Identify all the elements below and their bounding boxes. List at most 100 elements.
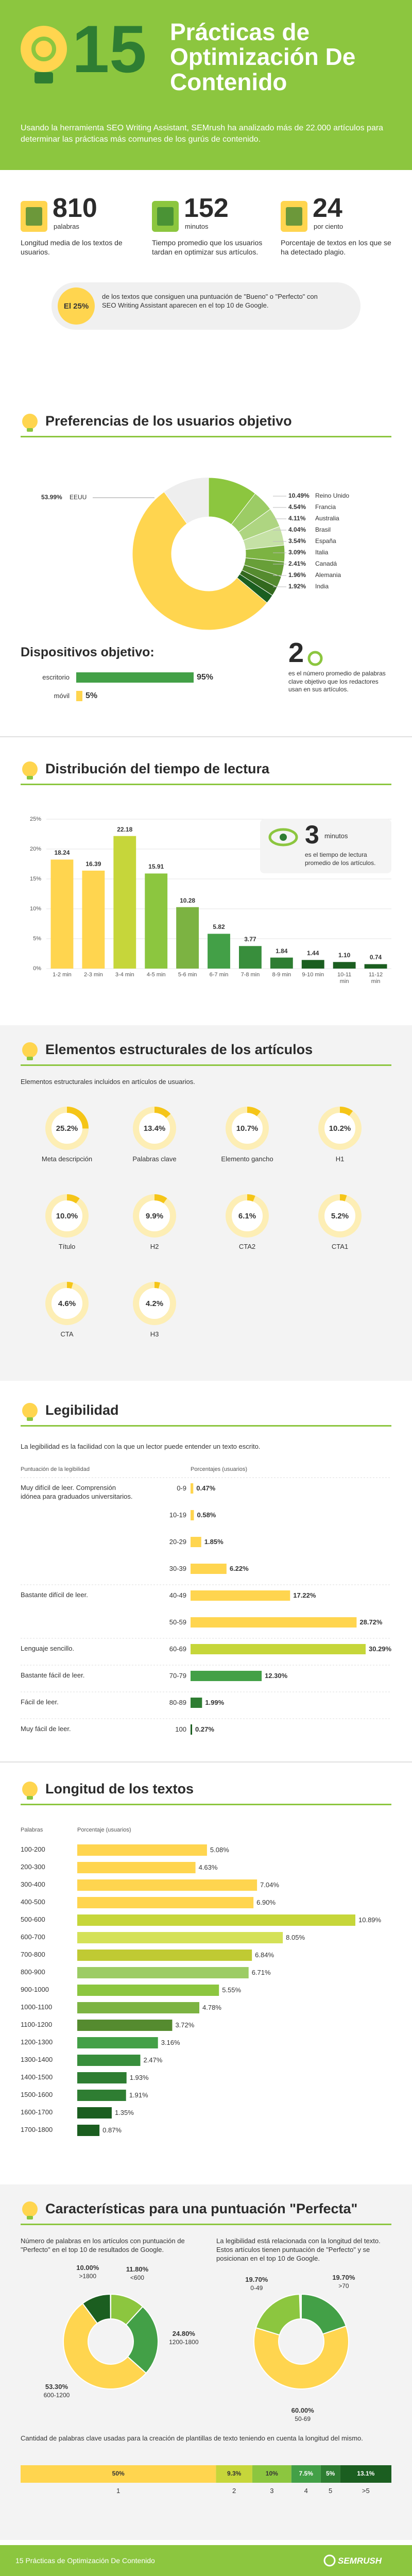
hbar xyxy=(77,1862,196,1873)
stat-text: Porcentaje de textos en los que se ha de… xyxy=(281,239,391,257)
footer-title: 15 Prácticas de Optimización De Contenid… xyxy=(15,2556,155,2565)
donut-slice xyxy=(82,2293,111,2324)
y-tick-label: 20% xyxy=(29,846,41,852)
ring-value xyxy=(154,1194,167,1204)
slice-value-label: 19.70% xyxy=(332,2274,355,2282)
ring-category: CTA1 xyxy=(331,1243,349,1250)
bar xyxy=(238,946,262,969)
row-category: 1600-1700 xyxy=(21,2108,53,2116)
hbar xyxy=(77,1914,355,1926)
row-description: Lenguaje sencillo. xyxy=(21,1645,75,1652)
ring-category: CTA xyxy=(60,1330,74,1338)
hbar-value-label: 6.71% xyxy=(251,1969,271,1976)
hbar-value-label: 5.08% xyxy=(210,1846,229,1854)
bulb-icon xyxy=(22,2201,38,2217)
ring-value xyxy=(154,1107,171,1118)
hbar xyxy=(191,1590,290,1601)
hbar xyxy=(77,2037,158,2048)
row-category: 900-1000 xyxy=(21,1986,49,1993)
ring-category: Palabras clave xyxy=(132,1155,177,1163)
title-underline xyxy=(21,1425,391,1427)
slice-value-label: 10.00% xyxy=(76,2264,99,2272)
stat-icon-inner xyxy=(157,207,174,226)
bulb-icon xyxy=(22,1042,38,1058)
hbar-value-label: 6.90% xyxy=(256,1899,276,1906)
x-tick-label: 2-3 min xyxy=(84,972,103,978)
row-category: 200-300 xyxy=(21,1863,45,1871)
x-tick-label: 10-11 min xyxy=(337,972,352,985)
row-category: 10-19 xyxy=(169,1511,186,1519)
ring-category: Elemento gancho xyxy=(221,1155,273,1163)
donut-slice xyxy=(301,2293,347,2335)
device-label: escritorio xyxy=(42,673,70,681)
bar-value-label: 1.44 xyxy=(307,950,319,957)
pie-value-label: 4.04% xyxy=(288,526,306,533)
hbar-value-label: 1.91% xyxy=(129,2091,148,2099)
section-title: Preferencias de los usuarios objetivo xyxy=(45,413,292,429)
eye-pupil xyxy=(280,834,287,841)
stat-value: 24 xyxy=(313,193,342,223)
chart-text: Número de palabras en los artículos con … xyxy=(21,2237,185,2253)
hbar-value-label: 7.04% xyxy=(260,1881,279,1889)
hbar-value-label: 6.22% xyxy=(229,1565,249,1572)
segment-value-label: 10% xyxy=(265,2470,278,2477)
donut-slice xyxy=(253,2325,349,2389)
row-category: 700-800 xyxy=(21,1951,45,1958)
row-category: 100-200 xyxy=(21,1845,45,1853)
pie-category-label: Brasil xyxy=(315,526,331,533)
ring-category: Meta descripción xyxy=(41,1155,93,1163)
ring-value xyxy=(66,1194,80,1204)
col-header: Palabras xyxy=(21,1827,43,1833)
note-text: de los textos que consiguen una puntuaci… xyxy=(102,293,318,309)
row-category: 1400-1500 xyxy=(21,2073,53,2081)
ring-value-label: 4.2% xyxy=(145,1299,164,1308)
row-category: 1100-1200 xyxy=(21,2021,53,2028)
ring-value-label: 4.6% xyxy=(58,1299,76,1308)
row-description: Fácil de leer. xyxy=(21,1698,59,1706)
y-tick-label: 25% xyxy=(29,816,41,822)
hbar-value-label: 1.85% xyxy=(204,1538,224,1546)
ring-value-label: 10.2% xyxy=(329,1124,351,1133)
bulb-base xyxy=(27,776,33,779)
ring-value-label: 6.1% xyxy=(238,1212,256,1221)
pie-category-label: Reino Unido xyxy=(315,492,350,499)
segment-value-label: 7.5% xyxy=(299,2470,313,2477)
pie-value-label: 1.92% xyxy=(288,583,306,590)
pie-value-label: 1.96% xyxy=(288,571,306,579)
hbar-value-label: 17.22% xyxy=(293,1591,316,1599)
row-category: 1200-1300 xyxy=(21,2038,53,2046)
ring-value-label: 25.2% xyxy=(56,1124,78,1133)
hbar xyxy=(77,1967,249,1978)
hbar xyxy=(77,1897,254,1908)
keyword-icon xyxy=(307,651,323,666)
pie-category-label: EEUU xyxy=(70,494,87,501)
chart-text: Cantidad de palabras clave usadas para l… xyxy=(21,2434,363,2442)
segment-category: 3 xyxy=(270,2487,274,2495)
hbar xyxy=(191,1698,202,1708)
hbar xyxy=(77,2107,112,2119)
header-gear xyxy=(31,37,56,61)
segment-category: 4 xyxy=(304,2487,308,2495)
ring-value-label: 9.9% xyxy=(145,1212,164,1221)
stack-segment xyxy=(21,2465,216,2483)
hbar-value-label: 0.47% xyxy=(196,1484,216,1492)
slice-value-label: 24.80% xyxy=(172,2329,195,2337)
bar xyxy=(364,964,387,969)
bulb-icon xyxy=(22,761,38,777)
pie-category-label: Alemania xyxy=(315,571,341,579)
row-category: 20-29 xyxy=(169,1538,186,1546)
note-value: El 25% xyxy=(63,302,89,311)
bulb-base xyxy=(27,428,33,432)
stack-segment xyxy=(216,2465,252,2483)
row-category: 1500-1600 xyxy=(21,2091,53,2098)
slice-value-label: 11.80% xyxy=(126,2265,149,2273)
stat-text: Longitud media de los textos de usuarios… xyxy=(21,239,123,257)
ring-category: H3 xyxy=(150,1330,159,1338)
pie-category-label: Australia xyxy=(315,515,339,522)
hbar xyxy=(191,1724,193,1735)
section-subtitle: La legibilidad es la facilidad con la qu… xyxy=(21,1443,261,1450)
hbar xyxy=(77,2002,200,2013)
stack-segment xyxy=(252,2465,291,2483)
hbar xyxy=(77,1950,252,1961)
